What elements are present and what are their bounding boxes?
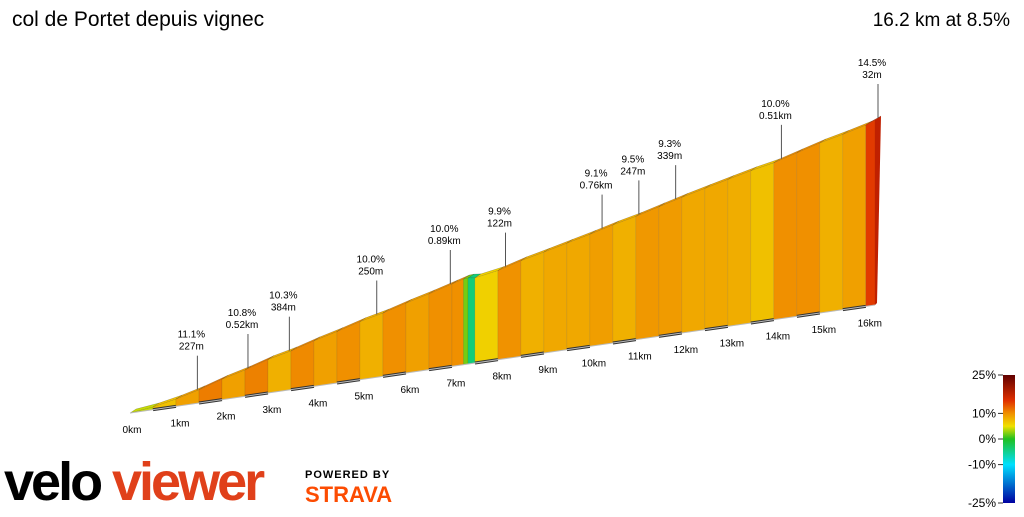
annotation-grade: 9.1% [585,169,608,180]
annotation-length: 0.51km [759,111,792,122]
gradient-segment [463,277,469,365]
gradient-segment [313,331,338,387]
gradient-segment [796,142,821,317]
annotation-grade: 10.3% [269,291,297,302]
x-tick-label: 1km [171,418,190,429]
annotation-grade: 10.8% [228,308,256,319]
gradient-segment [520,251,545,357]
gradient-segment [428,283,453,370]
gradient-segment [566,233,591,350]
colorbar-label: 10% [972,406,996,420]
x-tick-label: 3km [263,405,282,416]
annotation-length: 384m [271,303,296,314]
gradient-segment [727,170,752,327]
annotation-grade: 14.5% [858,58,886,69]
x-tick-label: 5km [354,392,373,403]
gradient-segment [750,162,775,324]
end-face [875,116,881,305]
colorbar-label: -25% [968,496,996,510]
gradient-segment [336,321,361,384]
annotation-length: 0.76km [580,181,613,192]
annotation-grade: 9.3% [658,139,681,150]
title: col de Portet depuis vignec [12,8,264,31]
annotation-grade: 9.9% [488,207,511,218]
colorbar-label: 25% [972,368,996,382]
x-tick-label: 12km [674,345,698,356]
annotation-length: 227m [179,342,204,353]
gradient-segment [819,134,844,314]
x-tick-label: 8km [492,372,511,383]
x-tick-label: 2km [217,412,236,423]
gradient-segment [773,152,798,320]
gradient-segment [405,293,430,374]
strava: STRAVA [305,482,392,507]
annotation-grade: 9.5% [621,154,644,165]
annotation-grade: 10.0% [430,224,458,235]
x-tick-label: 9km [538,365,557,376]
gradient-segment [635,206,660,340]
x-tick-label: 7km [446,378,465,389]
gradient-segment [382,302,407,377]
gradient-segment [704,179,729,330]
powered-by: POWERED BY [305,469,390,481]
annotation-grade: 10.0% [761,99,789,110]
colorbar-label: 0% [979,432,997,446]
gradient-segment [612,216,637,344]
annotation-length: 32m [862,70,881,81]
annotation-length: 247m [620,166,645,177]
x-tick-label: 11km [628,352,652,363]
annotation-grade: 11.1% [178,330,206,341]
annotation-grade: 10.0% [357,255,385,266]
base-line [129,304,876,414]
annotation-length: 250m [358,267,383,278]
gradient-segment [474,270,499,364]
gradient-segment [359,312,384,380]
gradient-segment [842,124,867,310]
annotation-length: 339m [657,151,682,162]
x-tick-label: 10km [582,358,606,369]
x-tick-label: 16km [858,318,882,329]
colorbar-label: -10% [968,458,996,472]
x-tick-label: 15km [812,325,836,336]
x-tick-label: 4km [308,398,327,409]
x-tick-label: 6km [400,385,419,396]
x-tick-label: 14km [766,332,790,343]
gradient-segment [865,119,876,307]
annotation-length: 0.89km [428,236,461,247]
gradient-segment [497,260,522,360]
summary: 16.2 km at 8.5% [873,10,1010,31]
gradient-segment [451,278,464,367]
colorbar [1003,375,1015,503]
gradient-segment [681,188,706,334]
gradient-segment [221,369,246,400]
logo-velo: velo [4,452,101,512]
gradient-segment [543,242,568,354]
logo-viewer: viewer [112,452,265,512]
x-tick-label: 0km [123,425,142,436]
annotation-length: 0.52km [226,320,259,331]
x-tick-label: 13km [720,338,744,349]
gradient-segment [467,277,476,365]
annotation-length: 122m [487,219,512,230]
gradient-segment [658,196,683,337]
gradient-segment [589,224,614,347]
